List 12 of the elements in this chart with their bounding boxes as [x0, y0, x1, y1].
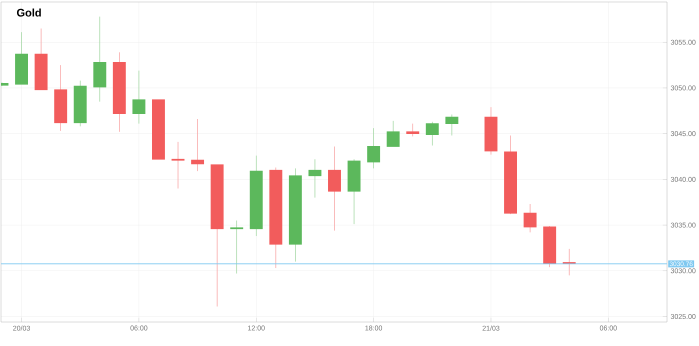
candlestick	[191, 118, 204, 172]
candlestick	[308, 158, 322, 198]
candlestick	[172, 142, 184, 189]
candlestick	[406, 123, 420, 137]
candlestick	[328, 146, 341, 231]
candlestick	[386, 120, 400, 147]
candlestick	[230, 220, 244, 274]
candlestick	[426, 121, 439, 146]
candlestick	[367, 128, 380, 169]
candlestick	[445, 114, 458, 136]
chart-title: Gold	[16, 8, 41, 17]
candlestick	[132, 70, 146, 124]
